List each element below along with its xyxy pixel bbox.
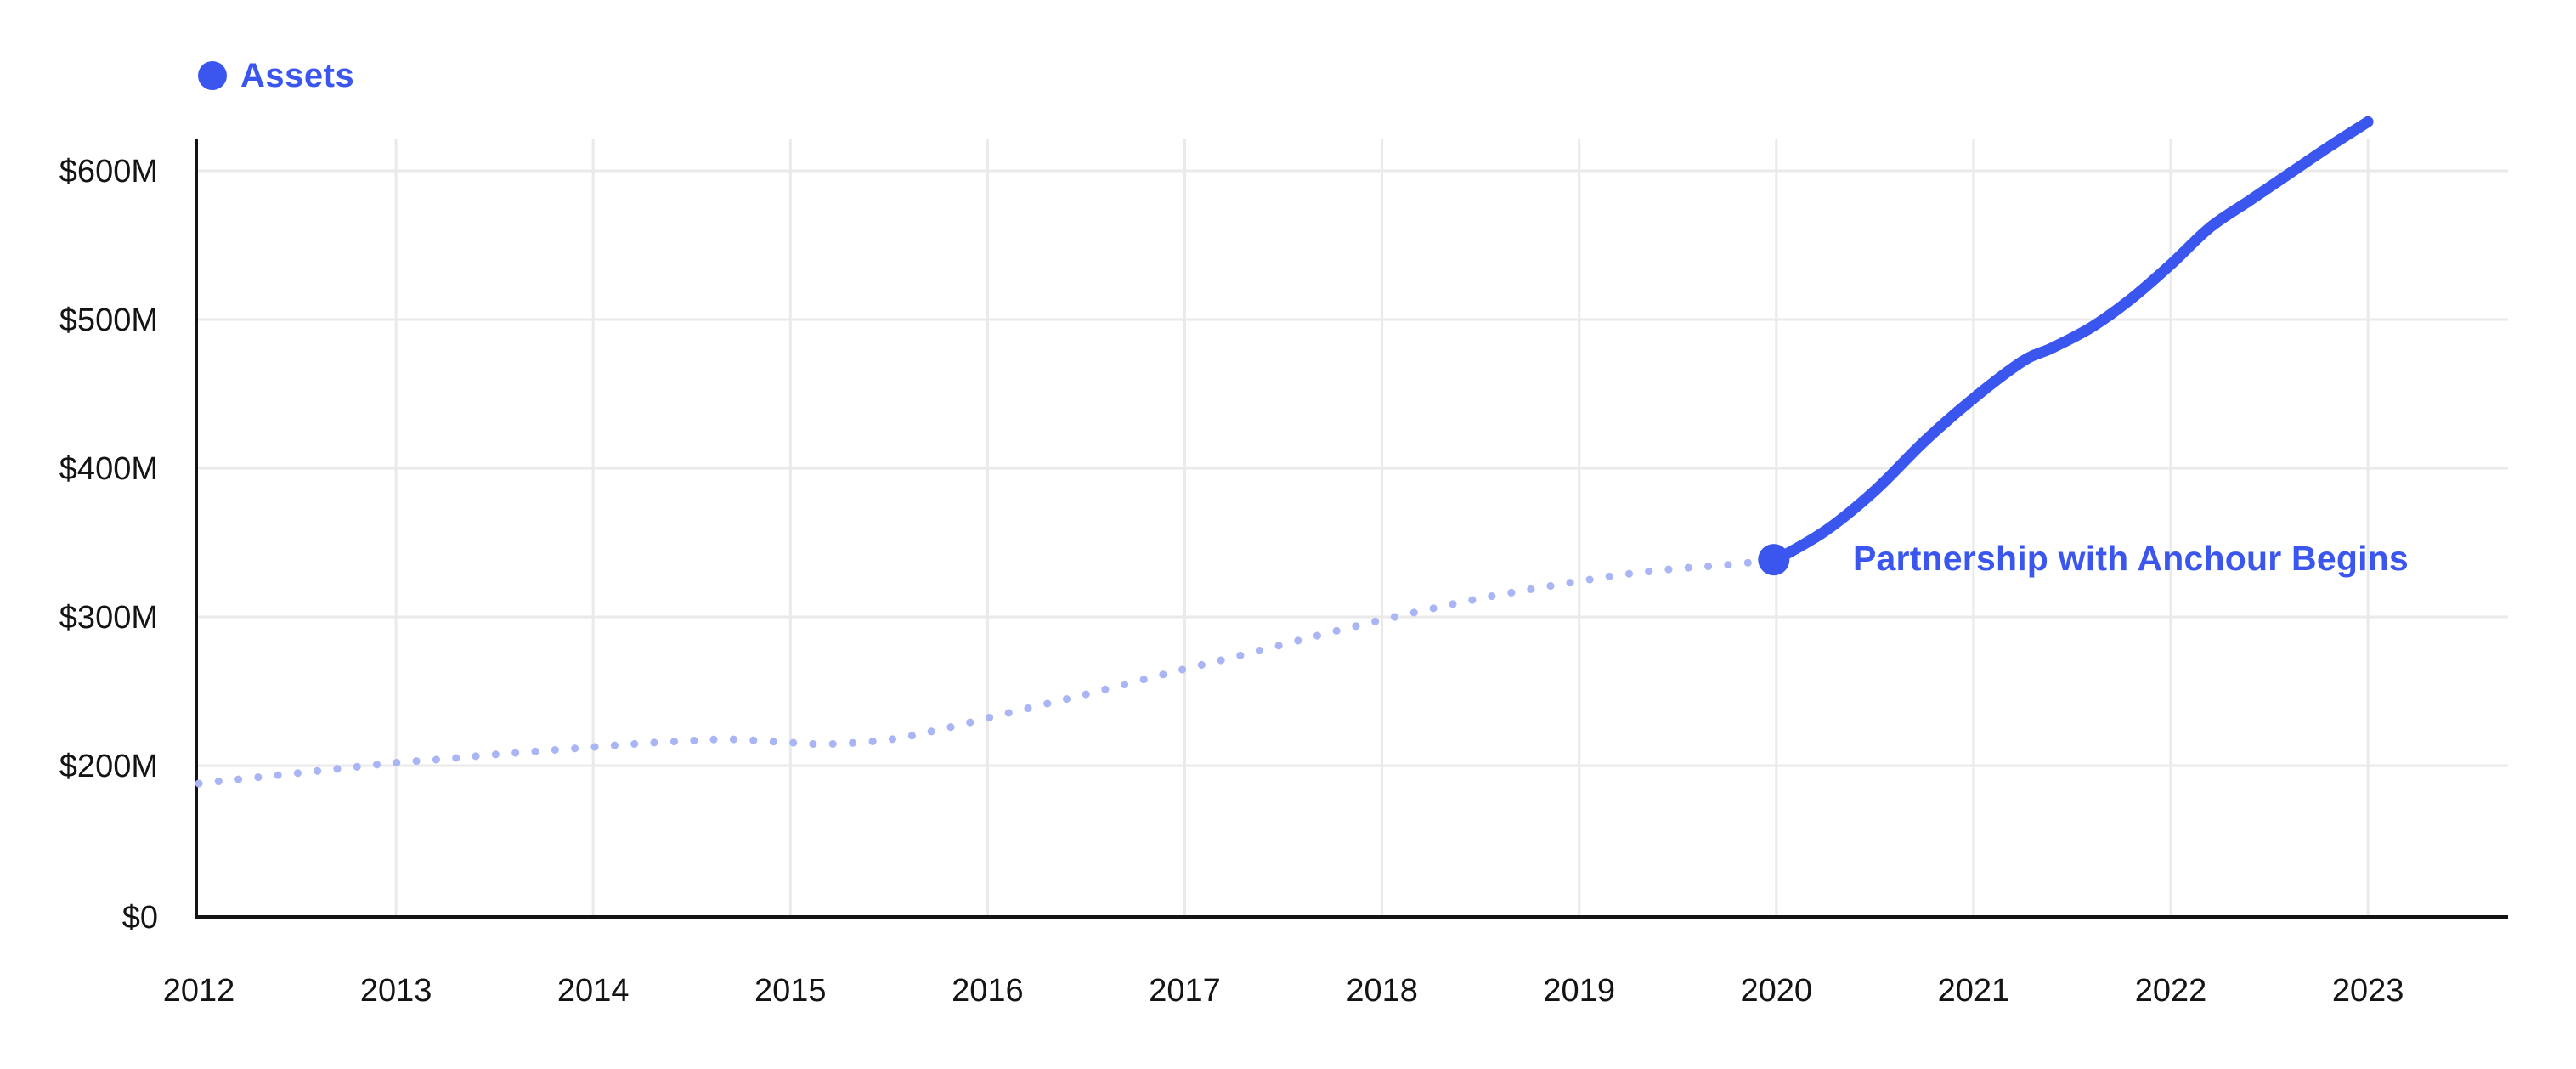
x-tick-label: 2020 — [1741, 973, 1813, 1009]
y-tick-label: $400M — [59, 451, 158, 487]
x-tick-label: 2014 — [557, 973, 630, 1009]
x-tick-label: 2022 — [2135, 973, 2207, 1009]
x-tick-label: 2015 — [754, 973, 827, 1009]
x-tick-label: 2013 — [360, 973, 432, 1009]
legend-label-assets: Assets — [240, 56, 355, 94]
y-tick-label: $0 — [122, 900, 158, 936]
partnership-marker-dot — [1758, 544, 1790, 576]
x-tick-label: 2018 — [1346, 973, 1418, 1009]
x-tick-label: 2012 — [163, 973, 235, 1009]
y-tick-label: $300M — [59, 600, 158, 636]
x-tick-label: 2021 — [1938, 973, 2010, 1009]
y-tick-label: $200M — [59, 749, 158, 784]
x-tick-label: 2017 — [1149, 973, 1221, 1009]
y-tick-label: $500M — [59, 303, 158, 338]
partnership-annotation: Partnership with Anchour Begins — [1853, 539, 2409, 578]
y-tick-label: $600M — [59, 154, 158, 189]
assets-dotted-line — [195, 556, 1781, 788]
legend: Assets — [198, 56, 354, 95]
assets-series-dot-icon — [198, 61, 227, 90]
x-tick-label: 2016 — [952, 973, 1024, 1009]
assets-solid-line — [1771, 116, 2374, 566]
x-tick-label: 2023 — [2332, 973, 2404, 1009]
x-tick-label: 2019 — [1543, 973, 1615, 1009]
